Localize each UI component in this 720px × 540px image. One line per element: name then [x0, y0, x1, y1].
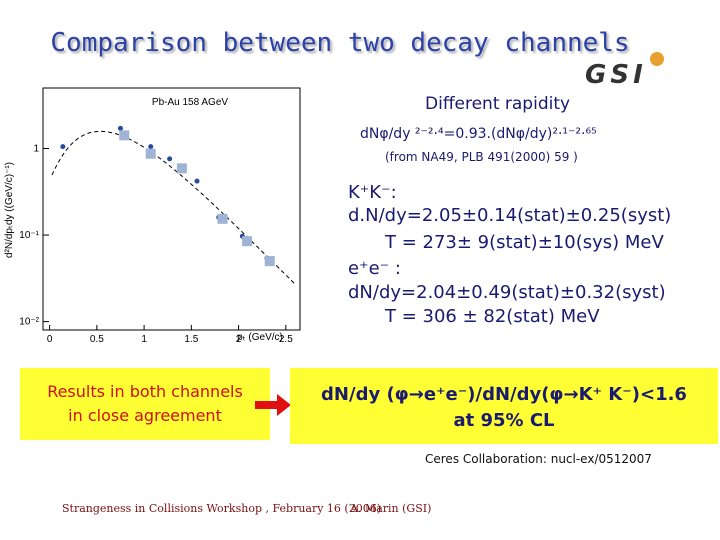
- result-line: T = 273± 9(stat)±10(sys) MeV: [385, 232, 664, 253]
- point: [148, 144, 154, 150]
- y-tick-label: 1: [33, 144, 39, 155]
- reference: (from NA49, PLB 491(2000) 59 ): [385, 150, 578, 164]
- relation: dNφ/dy ²⁻²·⁴=0.93.(dNφ/dy)²·¹⁻²·⁶⁵: [360, 126, 597, 142]
- y-label: d²N/dpₜdy ((GeV/c)⁻¹): [4, 162, 15, 258]
- x-tick-label: 2: [236, 334, 242, 345]
- right-text: dN/dy (φ→e⁺e⁻)/dN/dy(φ→K⁺ K⁻)<1.6 at 95%…: [290, 382, 718, 434]
- point: [117, 125, 123, 131]
- x-tick-label: 0: [47, 334, 53, 345]
- footer-author: A. Marin (GSI): [350, 502, 432, 515]
- plot-frame: [42, 87, 301, 331]
- result-line: e⁺e⁻ :: [348, 258, 401, 279]
- result-line: dN/dy=2.04±0.49(stat)±0.32(syst): [348, 282, 666, 303]
- arrow: [255, 394, 291, 416]
- right-line: at 95% CL: [453, 410, 555, 431]
- x-tick-label: 2.5: [279, 334, 293, 345]
- right-box: [290, 368, 718, 444]
- footer-event: Strangeness in Collisions Workshop , Feb…: [62, 502, 382, 515]
- point: [242, 236, 253, 247]
- y-tick-label: 10⁻²: [19, 317, 39, 328]
- result-line: K⁺K⁻:: [348, 182, 397, 203]
- credit: Ceres Collaboration: nucl-ex/0512007: [425, 452, 652, 466]
- y-tick-label: 10⁻¹: [19, 230, 39, 241]
- result-line: T = 306 ± 82(stat) MeV: [385, 306, 600, 327]
- x-tick-label: 0.5: [90, 334, 104, 345]
- point: [264, 256, 275, 267]
- point: [167, 156, 173, 162]
- results-heading: Different rapidity: [425, 94, 571, 114]
- point: [145, 148, 156, 159]
- annotation: Pb-Au 158 AGeV: [152, 97, 228, 108]
- left-box: [20, 368, 270, 440]
- left-line: Results in both channels: [47, 382, 243, 401]
- x-label: pₜ (GeV/c): [237, 332, 283, 343]
- left-text: Results in both channels in close agreem…: [20, 380, 270, 428]
- point: [60, 144, 66, 150]
- point: [194, 178, 200, 184]
- point: [119, 130, 130, 141]
- point: [217, 213, 228, 224]
- left-line: in close agreement: [68, 406, 222, 425]
- x-tick-label: 1.5: [184, 334, 198, 345]
- result-line: d.N/dy=2.05±0.14(stat)±0.25(syst): [348, 205, 672, 226]
- point: [176, 163, 187, 174]
- plot: Pb-Au 158 AGeV pₜ (GeV/c) d²N/dpₜdy ((Ge…: [4, 87, 301, 345]
- x-tick-label: 1: [141, 334, 147, 345]
- right-line: dN/dy (φ→e⁺e⁻)/dN/dy(φ→K⁺ K⁻)<1.6: [321, 384, 687, 405]
- logo-dot: [650, 52, 664, 66]
- logo: GSI: [585, 60, 647, 90]
- fit-curve: [51, 130, 297, 286]
- title: Comparison between two decay channels: [50, 28, 630, 58]
